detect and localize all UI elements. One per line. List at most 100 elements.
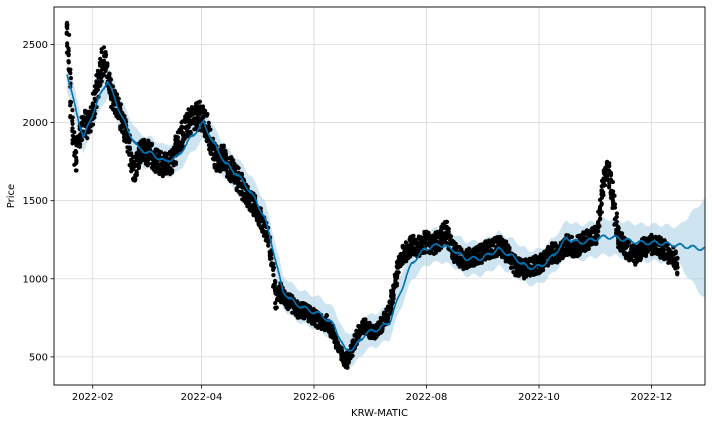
observed-point <box>339 348 345 353</box>
observed-point <box>253 203 258 208</box>
observed-point <box>159 167 164 172</box>
observed-point <box>99 50 104 55</box>
x-tick-label: 2022-04 <box>181 392 223 403</box>
x-tick-label: 2022-02 <box>72 392 114 403</box>
observed-point <box>330 326 335 331</box>
observed-point <box>205 111 210 117</box>
observed-point <box>586 246 591 251</box>
observed-point <box>160 172 165 177</box>
observed-point <box>173 161 179 167</box>
observed-point <box>610 179 616 185</box>
observed-point <box>461 265 466 271</box>
observed-point <box>273 280 278 285</box>
observed-point <box>72 130 77 135</box>
observed-point <box>595 233 601 238</box>
x-tick-label: 2022-10 <box>518 392 560 403</box>
observed-point <box>70 115 75 120</box>
observed-point <box>175 135 180 140</box>
observed-point <box>68 99 73 104</box>
y-tick-label: 2000 <box>23 118 48 129</box>
observed-point <box>72 135 77 140</box>
observed-point <box>302 316 307 321</box>
observed-point <box>136 163 141 168</box>
observed-point <box>88 129 93 134</box>
observed-point <box>101 45 107 50</box>
observed-point <box>236 165 241 171</box>
observed-point <box>597 217 602 222</box>
observed-point <box>142 137 147 142</box>
observed-point <box>557 258 562 263</box>
observed-point <box>662 247 667 252</box>
observed-point <box>121 129 127 134</box>
observed-point <box>129 151 134 156</box>
observed-point <box>67 32 72 38</box>
observed-point <box>73 168 78 173</box>
observed-point <box>70 118 75 123</box>
observed-point <box>597 224 602 229</box>
observed-point <box>73 161 79 166</box>
observed-point <box>271 267 276 272</box>
observed-point <box>217 169 223 174</box>
observed-point <box>380 328 385 333</box>
observed-point <box>603 183 608 188</box>
observed-point <box>448 234 453 239</box>
observed-point <box>391 293 396 298</box>
observed-point <box>103 67 108 72</box>
observed-point <box>189 105 195 110</box>
observed-point <box>180 143 185 149</box>
observed-point <box>132 178 138 183</box>
y-axis-label: Price <box>6 184 17 208</box>
x-axis-label: KRW-MATIC <box>351 408 408 419</box>
observed-point <box>101 73 106 78</box>
observed-point <box>92 115 97 120</box>
observed-point <box>350 353 355 358</box>
forecast-line <box>66 74 706 352</box>
observed-point <box>675 272 680 277</box>
observed-point <box>614 219 619 224</box>
observed-point <box>85 136 90 141</box>
observed-point <box>231 158 236 163</box>
observed-point <box>247 197 252 202</box>
observed-point <box>95 87 100 92</box>
observed-point <box>466 246 472 251</box>
observed-point <box>153 169 158 174</box>
observed-point <box>230 174 235 179</box>
observed-point <box>203 108 208 113</box>
observed-point <box>673 251 678 256</box>
observed-point <box>134 169 139 174</box>
forecast-trend-line <box>66 74 706 352</box>
observed-point <box>612 205 618 210</box>
observed-point <box>599 210 604 215</box>
observed-point <box>324 313 329 319</box>
y-axis-ticks: 500 1000 1500 2000 2500 <box>23 40 54 363</box>
observed-point <box>306 319 311 324</box>
observed-point <box>380 317 385 323</box>
observed-point <box>444 219 449 224</box>
observed-point <box>403 240 408 245</box>
observed-point <box>103 51 108 56</box>
observed-point <box>479 260 484 265</box>
observed-point <box>453 241 458 246</box>
observed-point <box>65 26 70 31</box>
observed-point <box>441 240 446 245</box>
observed-point <box>606 163 611 168</box>
observed-point <box>74 155 79 160</box>
observed-point <box>66 52 71 57</box>
observed-point <box>657 247 662 252</box>
observed-point <box>569 234 575 240</box>
observed-point <box>269 256 274 261</box>
observed-point <box>491 243 496 248</box>
observed-point <box>390 300 396 305</box>
observed-point <box>79 137 85 142</box>
observed-point <box>608 170 614 175</box>
observed-point <box>404 259 409 264</box>
observed-point <box>612 193 617 198</box>
x-tick-label: 2022-06 <box>293 392 335 403</box>
observed-point <box>643 253 649 259</box>
observed-point <box>228 179 233 184</box>
observed-point <box>627 239 632 245</box>
observed-point <box>82 108 88 113</box>
observed-point <box>271 273 276 278</box>
observed-point <box>146 157 151 162</box>
